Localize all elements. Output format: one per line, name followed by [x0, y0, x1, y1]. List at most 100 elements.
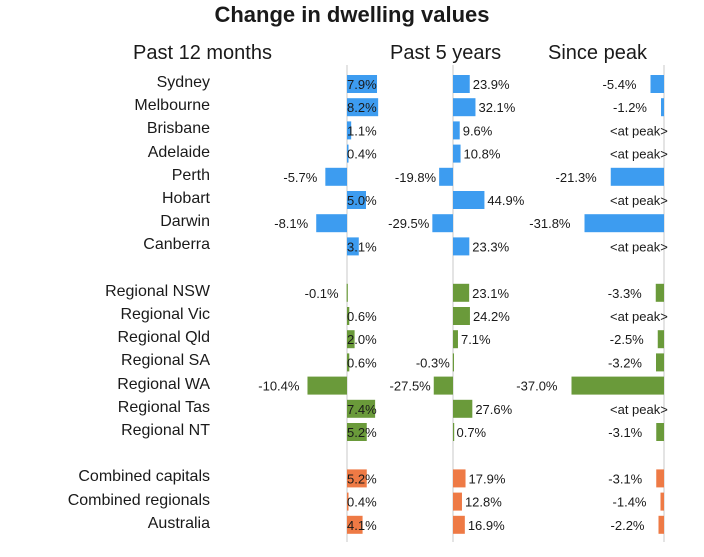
region-label-perth: Perth: [171, 166, 210, 184]
bar-brisbane-past-12-months: [347, 121, 352, 140]
value-label-regional-vic-past-5-years: 24.2%: [473, 309, 510, 324]
bar-regional-nsw-since-peak: [655, 283, 664, 302]
value-label-perth-past-5-years: -19.8%: [395, 170, 437, 185]
region-label-regional-nt: Regional NT: [121, 422, 210, 439]
bar-sydney-past-12-months: [347, 75, 378, 93]
value-label-australia-past-5-years: 16.9%: [468, 518, 505, 533]
value-label-regional-vic-past-12-months: 0.6%: [347, 309, 377, 324]
bar-darwin-since-peak: [584, 214, 664, 233]
value-label-combined-regionals-since-peak: -1.4%: [613, 495, 647, 510]
value-label-regional-sa-past-12-months: 0.6%: [347, 355, 377, 370]
value-label-regional-qld-past-12-months: 2.0%: [347, 332, 377, 347]
value-label-australia-since-peak: -2.2%: [611, 518, 645, 533]
value-label-sydney-past-12-months: 7.9%: [347, 77, 377, 92]
value-label-regional-nt-since-peak: -3.1%: [608, 425, 642, 440]
region-label-adelaide: Adelaide: [147, 143, 210, 161]
panel-title-past-12-months: Past 12 months: [133, 42, 272, 64]
bar-adelaide-past-5-years: [453, 144, 461, 163]
value-label-sydney-past-5-years: 23.9%: [473, 77, 510, 92]
value-label-brisbane-past-12-months: 1.1%: [347, 123, 377, 138]
value-label-canberra-past-5-years: 23.3%: [472, 239, 509, 254]
value-label-adelaide-since-peak: <at peak>: [610, 147, 668, 162]
value-label-combined-regionals-past-12-months: 0.4%: [347, 495, 377, 510]
bar-canberra-past-12-months: [347, 237, 359, 256]
panel-title-since-peak: Since peak: [548, 42, 647, 64]
value-label-sydney-since-peak: -5.4%: [603, 77, 637, 92]
value-label-combined-capitals-past-5-years: 17.9%: [469, 471, 506, 486]
bar-regional-nsw-past-12-months: [346, 283, 348, 302]
bar-australia-past-5-years: [453, 515, 465, 534]
bar-perth-since-peak: [610, 167, 664, 186]
bar-regional-sa-past-5-years: [452, 353, 454, 372]
value-label-melbourne-since-peak: -1.2%: [613, 100, 647, 115]
bar-melbourne-past-5-years: [453, 98, 476, 117]
bar-brisbane-past-5-years: [453, 121, 460, 140]
value-label-brisbane-since-peak: <at peak>: [610, 123, 668, 138]
region-label-regional-qld: Regional Qld: [117, 329, 211, 347]
bar-combined-regionals-past-5-years: [453, 492, 462, 511]
bar-sydney-since-peak: [650, 75, 664, 93]
value-label-hobart-since-peak: <at peak>: [610, 193, 668, 208]
bar-regional-sa-since-peak: [656, 353, 664, 372]
value-label-regional-wa-past-5-years: -27.5%: [390, 379, 432, 394]
bar-melbourne-past-12-months: [347, 98, 379, 117]
value-label-combined-capitals-since-peak: -3.1%: [608, 471, 642, 486]
region-label-combined-regionals: Combined regionals: [67, 491, 210, 509]
bar-hobart-past-5-years: [453, 191, 485, 209]
value-label-regional-tas-past-12-months: 7.4%: [347, 402, 377, 417]
value-label-darwin-past-12-months: -8.1%: [274, 216, 308, 231]
bar-regional-tas-past-5-years: [453, 399, 473, 418]
region-label-hobart: Hobart: [161, 190, 210, 207]
value-label-combined-capitals-past-12-months: 5.2%: [347, 471, 377, 486]
value-label-darwin-since-peak: -31.8%: [529, 216, 571, 231]
value-label-regional-qld-since-peak: -2.5%: [610, 332, 644, 347]
bar-regional-vic-past-12-months: [347, 307, 350, 325]
region-label-darwin: Darwin: [160, 213, 210, 231]
value-label-regional-sa-since-peak: -3.2%: [608, 355, 642, 370]
value-label-combined-regionals-past-5-years: 12.8%: [465, 495, 502, 510]
value-label-regional-tas-since-peak: <at peak>: [610, 402, 668, 417]
value-label-hobart-past-5-years: 44.9%: [487, 193, 524, 208]
bar-perth-past-5-years: [439, 167, 453, 186]
chart-title: Change in dwelling values: [214, 2, 490, 27]
region-label-regional-tas: Regional Tas: [117, 398, 210, 416]
bar-regional-sa-past-12-months: [347, 353, 350, 372]
region-label-melbourne: Melbourne: [134, 97, 210, 115]
value-label-regional-tas-past-5-years: 27.6%: [475, 402, 512, 417]
value-label-canberra-since-peak: <at peak>: [610, 239, 668, 254]
region-label-sydney: Sydney: [156, 74, 210, 91]
bar-hobart-past-12-months: [347, 191, 366, 209]
value-label-perth-since-peak: -21.3%: [556, 170, 598, 185]
value-label-canberra-past-12-months: 3.1%: [347, 239, 377, 254]
bar-australia-past-12-months: [347, 515, 363, 534]
value-label-regional-qld-past-5-years: 7.1%: [461, 332, 491, 347]
bar-regional-wa-past-5-years: [433, 376, 453, 395]
region-label-brisbane: Brisbane: [146, 120, 210, 138]
value-label-regional-nsw-past-12-months: -0.1%: [305, 286, 339, 301]
bar-regional-wa-past-12-months: [307, 376, 347, 395]
bar-regional-nt-since-peak: [656, 423, 664, 441]
region-label-regional-nsw: Regional NSW: [105, 282, 210, 300]
value-label-regional-wa-since-peak: -37.0%: [516, 379, 558, 394]
bar-regional-qld-past-12-months: [347, 330, 355, 349]
value-label-melbourne-past-5-years: 32.1%: [478, 100, 515, 115]
bar-combined-capitals-past-5-years: [453, 469, 466, 488]
value-label-regional-wa-past-12-months: -10.4%: [258, 379, 300, 394]
value-label-regional-nsw-since-peak: -3.3%: [608, 286, 642, 301]
region-label-combined-capitals: Combined capitals: [78, 468, 210, 486]
bar-regional-vic-past-5-years: [453, 307, 470, 325]
bar-combined-capitals-past-12-months: [347, 469, 367, 488]
value-label-australia-past-12-months: 4.1%: [347, 518, 377, 533]
region-label-regional-sa: Regional SA: [121, 352, 210, 370]
bar-melbourne-since-peak: [661, 98, 664, 117]
bar-combined-regionals-since-peak: [660, 492, 664, 511]
bar-sydney-past-5-years: [453, 75, 470, 93]
bar-regional-qld-past-5-years: [453, 330, 458, 349]
region-label-regional-vic: Regional Vic: [120, 306, 210, 323]
bar-darwin-past-12-months: [316, 214, 347, 233]
bar-australia-since-peak: [658, 515, 664, 534]
value-label-adelaide-past-5-years: 10.8%: [464, 147, 501, 162]
bar-combined-capitals-since-peak: [656, 469, 664, 488]
